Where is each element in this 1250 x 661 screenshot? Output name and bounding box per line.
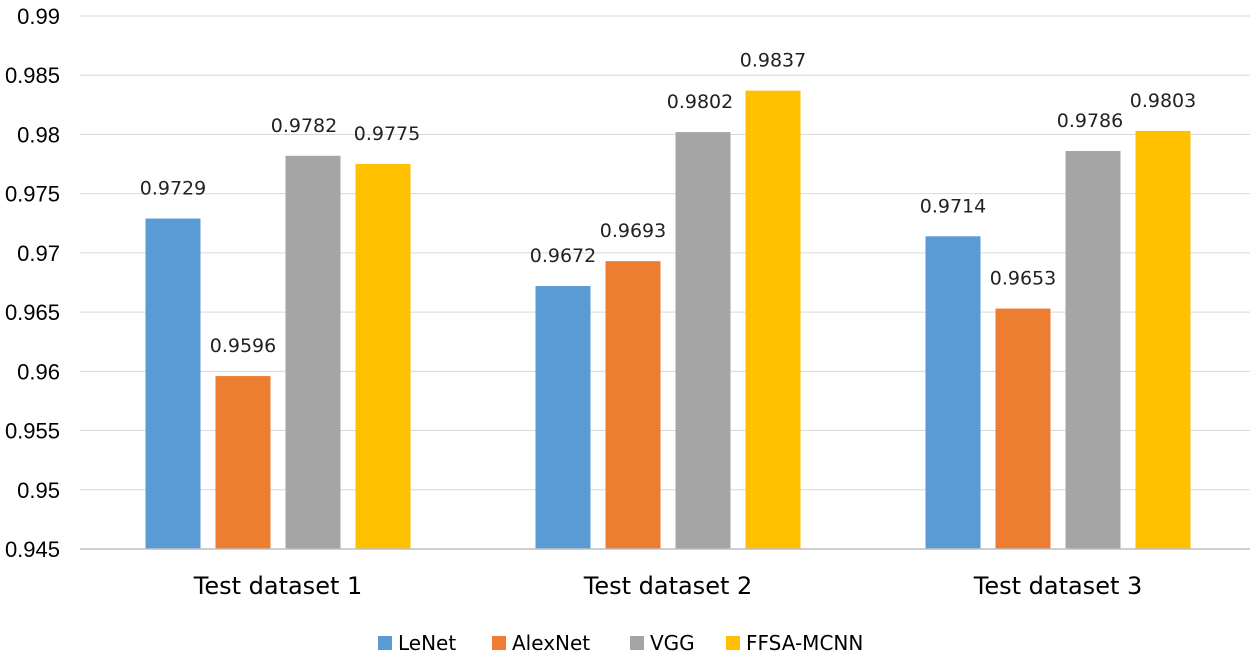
legend-label: VGG [650,631,695,655]
y-tick-label: 0.99 [17,4,60,29]
y-axis-tick-labels: 0.945 0.95 0.955 0.96 0.965 0.97 0.975 0.98 0.98… [5,4,60,562]
data-label: 0.9803 [1130,90,1196,112]
gridlines [80,15,1250,491]
legend-swatch [630,636,644,650]
bar [535,286,591,549]
bar [1135,130,1191,549]
legend-label: FFSA-MCNN [746,631,863,655]
x-axis-category-labels: Test dataset 1 Test dataset 2 Test dataset… [193,572,1143,600]
legend-item: FFSA-MCNN [726,631,863,655]
data-label: 0.9786 [1057,110,1123,132]
y-tick-label: 0.945 [5,537,60,562]
bar [995,308,1051,549]
legend-swatch [492,636,506,650]
y-tick-label: 0.985 [5,63,60,88]
x-category-label: Test dataset 1 [193,572,363,600]
data-label: 0.9775 [354,123,420,145]
data-label: 0.9729 [140,178,206,200]
data-label: 0.9653 [990,268,1056,290]
legend-item: AlexNet [492,631,590,655]
bar [145,218,201,550]
bars [145,90,1191,550]
data-label: 0.9802 [667,91,733,113]
legend-label: LeNet [398,631,456,655]
bar [925,236,981,549]
legend: LeNet AlexNet VGG FFSA-MCNN [378,631,863,655]
y-tick-label: 0.965 [5,300,60,325]
bar [285,155,341,549]
x-category-label: Test dataset 3 [973,572,1143,600]
data-label: 0.9693 [600,220,666,242]
y-tick-label: 0.97 [17,241,60,266]
y-tick-label: 0.95 [17,478,60,503]
legend-swatch [726,636,740,650]
bar [675,132,731,549]
legend-label: AlexNet [512,631,590,655]
bar [1065,151,1121,549]
y-tick-label: 0.96 [17,359,60,384]
legend-swatch [378,636,392,650]
legend-item: LeNet [378,631,456,655]
y-tick-label: 0.98 [17,122,60,147]
data-label: 0.9837 [740,50,806,72]
bar [355,164,411,550]
x-category-label: Test dataset 2 [583,572,753,600]
y-tick-label: 0.975 [5,182,60,207]
legend-item: VGG [630,631,695,655]
y-tick-label: 0.955 [5,419,60,444]
data-label: 0.9596 [210,335,276,357]
bar [605,261,661,549]
data-label: 0.9672 [530,245,596,267]
data-label: 0.9714 [920,195,986,217]
data-label: 0.9782 [271,115,337,137]
bar [215,376,271,549]
bar [745,90,801,550]
